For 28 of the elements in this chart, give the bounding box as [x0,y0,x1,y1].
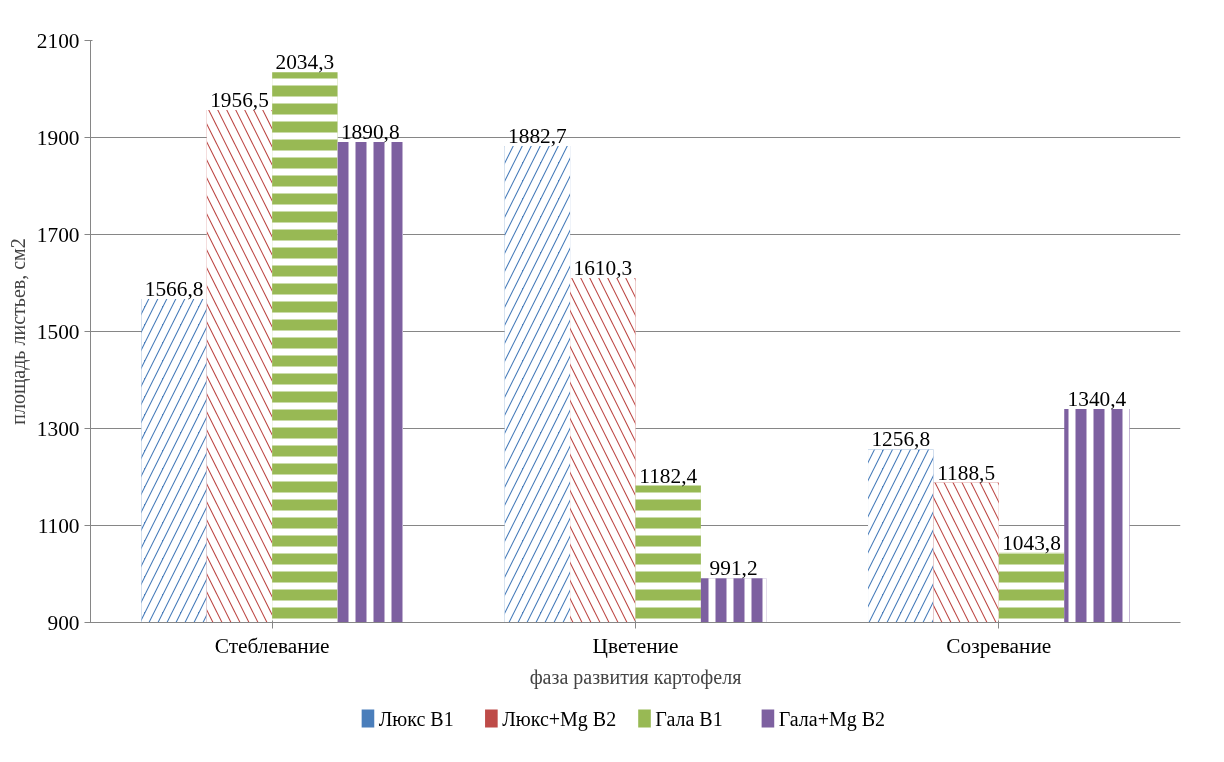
data-label: 1256,8 [871,427,931,452]
legend-label: Гала В1 [655,707,723,730]
data-label: 1188,5 [937,460,996,485]
y-tick-label: 1100 [37,513,80,538]
x-tick-label: Созревание [946,633,1052,658]
data-label: 1043,8 [1002,530,1061,555]
legend-label: Люкс+Mg В2 [502,707,617,731]
legend-label: Люкс В1 [378,707,454,730]
data-label: 1340,4 [1067,386,1127,411]
data-label: 991,2 [709,556,758,581]
data-label: 1882,7 [508,123,568,148]
data-label: 1890,8 [340,119,400,144]
data-label: 1182,4 [639,463,698,488]
x-axis-title: фаза развития картофеля [529,665,742,689]
data-label: 1566,8 [144,277,204,302]
legend-label: Гала+Mg В2 [778,707,886,731]
y-tick-label: 1500 [36,319,80,344]
y-tick-label: 1900 [36,125,80,150]
data-label: 2034,3 [275,50,335,75]
x-tick-label: Цветение [592,633,679,658]
y-tick-label: 1300 [36,416,80,441]
data-label: 1956,5 [210,88,269,113]
data-label: 1610,3 [573,256,633,280]
y-tick-label: 900 [47,610,80,635]
y-tick-label: 2100 [36,28,80,53]
y-tick-label: 1700 [36,222,80,247]
x-tick-label: Стеблевание [214,633,330,658]
y-axis-title: площадь листьев, см2 [6,238,30,425]
